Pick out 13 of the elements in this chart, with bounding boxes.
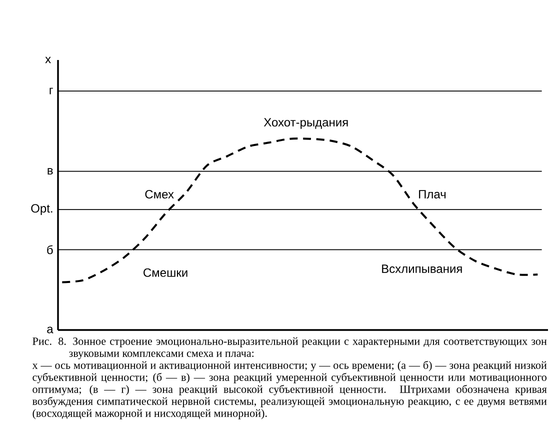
text: Рис. 8. Зонное строение эмоционально-выразительной реакции с характерными для соответствующих зон звуковыми комплексами смеха и плача: <box>32 337 547 360</box>
text: x <box>45 56 51 64</box>
ref-line-label: в <box>48 168 53 175</box>
annotation: Всхлипывания <box>382 264 462 274</box>
text: х — ось мотивационной и активационной интенсивности; у — ось времени; (а — б) — зона реакций низкой субъективной ценности; (б — в) — зона реакций умеренной субъективной ценности или мотивационного оптимума; (в — г) — зона реакций высокой субъективной ценности. Штрихами обозначена кривая возбуждения симпатической нервной системы, реализующей эмоциональную реакцию, с ее двумя ветвями (восходящей мажорной и нисходящей минорной). <box>32 360 547 420</box>
annotation: Смешки <box>144 268 188 277</box>
ref-line-label: б <box>47 245 53 254</box>
annotation: Плач <box>419 190 446 198</box>
annotation: Смех <box>145 190 174 199</box>
ref-line-label: Opt. <box>31 204 52 215</box>
text: Хохот-рыдания <box>264 118 348 129</box>
ref-line-label: г <box>50 88 53 94</box>
ref-line-label: а <box>47 326 54 334</box>
